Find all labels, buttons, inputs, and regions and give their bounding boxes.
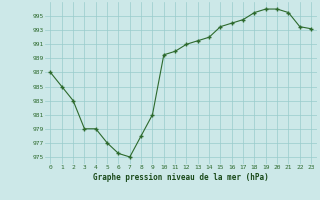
X-axis label: Graphe pression niveau de la mer (hPa): Graphe pression niveau de la mer (hPa): [93, 173, 269, 182]
